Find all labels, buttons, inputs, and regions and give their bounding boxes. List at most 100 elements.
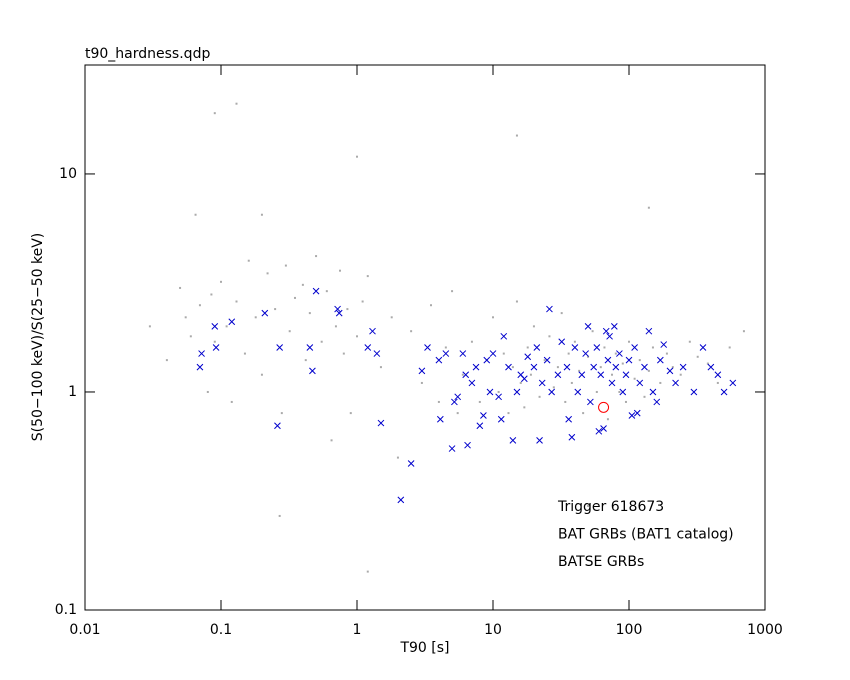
bat-point [464,441,471,449]
bat-point [436,415,444,423]
batse-point [643,395,646,398]
bat-point [628,412,636,419]
batse-point [243,352,246,355]
batse-point [266,272,269,275]
bat-point [582,350,590,357]
batse-point [671,366,674,369]
bat-point [631,344,638,351]
bat-point [397,496,405,504]
batse-point [511,366,514,369]
batse-point [361,300,364,303]
bat-point [714,371,722,379]
batse-point [606,418,609,421]
bat-point [699,344,707,351]
x-axis-label: T90 [s] [399,640,449,656]
batse-point [225,325,228,328]
bat-point [500,332,508,340]
batse-point [274,308,277,311]
batse-point [659,381,662,384]
bat-point [612,363,620,371]
batse-point [706,362,709,365]
bat-point [568,433,576,441]
plot-frame [84,64,766,611]
batse-point [647,206,650,209]
batse-point [247,259,250,262]
batse-point [325,290,328,293]
batse-point [254,316,257,319]
batse-point [284,264,287,267]
batse-point [356,335,358,338]
batse-point [260,213,263,216]
bat-point [424,344,431,351]
batse-point [293,296,296,299]
bat-point [574,388,582,396]
batse-point [288,330,291,333]
bat-point [729,379,737,387]
x-tick-label: 0.1 [210,622,232,638]
batse-point [213,340,216,343]
batse-point [330,439,333,442]
bat-point [476,422,484,430]
batse-point [587,355,590,358]
batse-point [194,213,197,216]
batse-point [470,340,473,343]
bat-point [641,363,648,371]
batse-point [342,352,345,355]
batse-point [570,381,573,384]
bat-point [720,388,728,396]
batse-point [665,352,668,355]
y-tick-label: 0.1 [55,602,77,618]
bat-point [600,425,607,432]
bat-point [451,398,458,406]
batse-point [595,390,598,393]
bat-point [335,309,343,317]
bat-point [645,327,653,335]
batse-point [621,362,624,365]
bat-point [377,419,385,427]
batse-point [184,316,187,319]
bat-point [590,363,598,371]
bat-point [435,356,443,364]
batse-point [560,312,563,315]
batse-point [696,355,699,358]
bat-point [602,327,610,335]
batse-point [548,335,551,338]
batse-point [220,280,222,283]
bat-point [211,322,219,330]
batse-point [688,340,691,343]
bat-point [228,318,236,326]
bat-point [565,415,573,423]
bat-point [489,350,497,357]
bat-point [261,309,269,317]
batse-point [390,316,393,319]
bat-point [636,379,644,387]
bat-point [364,344,372,351]
batse-point [235,102,238,105]
bat-point [306,344,314,351]
x-tick-label: 0.01 [69,622,100,638]
batse-point [444,346,447,349]
batse-point [538,395,541,398]
batse-point [567,352,570,355]
batse-point [742,330,745,333]
batse-point [728,346,731,349]
legend-label: BAT GRBs (BAT1 catalog) [558,527,734,543]
batse-point [320,340,323,343]
batse-point [308,312,311,315]
bat-point [459,350,467,357]
y-tick-label: 10 [59,166,77,182]
bat-point [625,356,633,364]
bat-point [546,305,553,313]
batse-point [582,412,585,415]
bat-point [407,460,415,467]
bat-point [672,379,679,387]
bat-point [610,322,618,330]
bat-point [563,363,571,371]
y-axis-label: S(50−100 keV)/S(25−50 keV) [30,233,46,441]
bat-point [666,367,674,375]
bat-point [509,436,517,444]
bat-point [587,398,594,406]
batse-point [526,346,529,349]
batse-point [519,381,522,384]
batse-point [379,366,382,369]
